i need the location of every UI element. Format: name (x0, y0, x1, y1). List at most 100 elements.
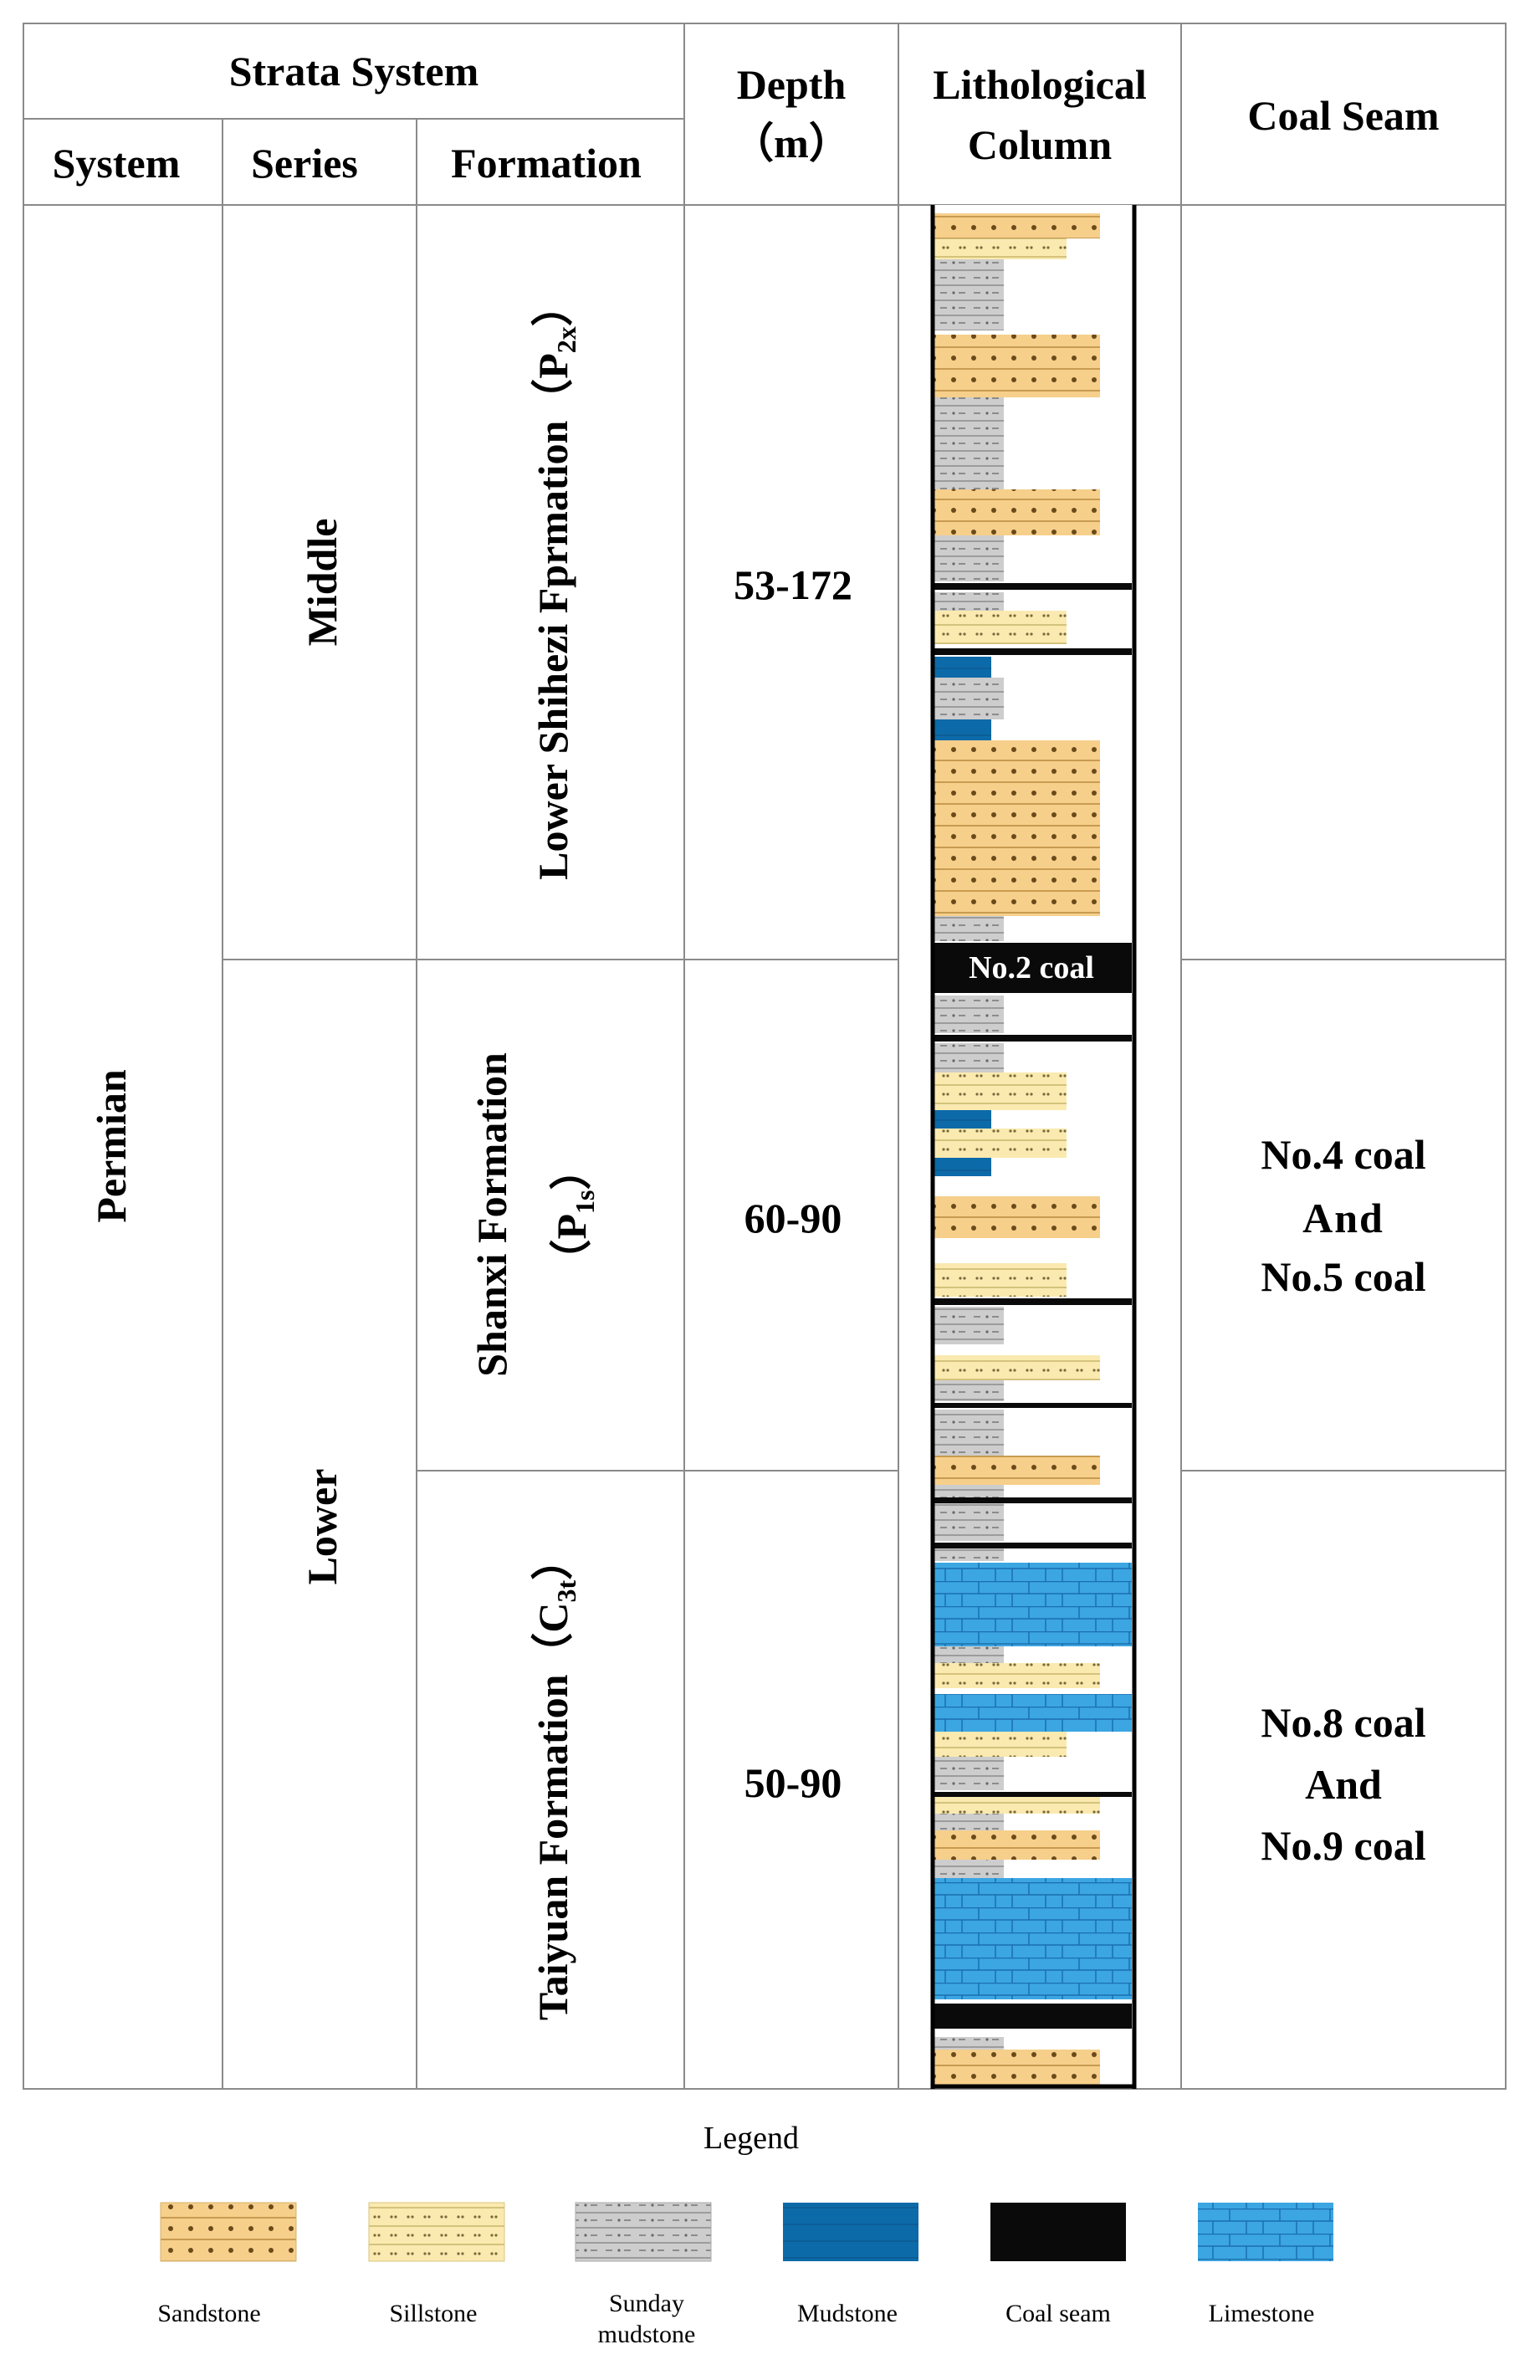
layer-sandy-mudstone (933, 397, 1004, 489)
layer-coal-seam (931, 2004, 1132, 2029)
layer-coal-seam (931, 583, 1132, 590)
header-depth: Depth (737, 61, 847, 108)
lithological-column: No.2 coal (930, 205, 1137, 2089)
layer-sandstone (933, 2050, 1100, 2085)
layer-sandy-mudstone (933, 1860, 1004, 1878)
header-coal-seam: Coal Seam (1247, 92, 1439, 139)
layer-sandy-mudstone (933, 1043, 1004, 1072)
header-strata-system: Strata System (229, 48, 479, 95)
coal-seam-4-5-line1: No.4 coal (1261, 1131, 1425, 1178)
coal-seam-8-9-line3: No.9 coal (1261, 1822, 1425, 1869)
table-border (23, 23, 1507, 2090)
layer-sandy-mudstone (933, 996, 1004, 1033)
layer-sandstone (933, 1830, 1100, 1860)
formation-shanxi: Shanxi Formation (468, 1052, 515, 1377)
layer-coal-seam (931, 1792, 1132, 1797)
layer-coal-seam (931, 1497, 1132, 1503)
layer-siltstone (933, 1797, 1100, 1814)
layer-sandstone (933, 489, 1100, 535)
layer-limestone (933, 1878, 1132, 1999)
header-lithological: Lithological (933, 61, 1147, 108)
header-depth-unit: （m） (732, 120, 851, 166)
header-system: System (53, 140, 181, 187)
layer-mudstone (933, 1110, 991, 1129)
legend-label-coal-seam: Coal seam (1005, 2300, 1111, 2327)
formation-lower-shihezi: Lower Shihezi Fprmation（P2x） (530, 284, 581, 880)
layer-sandy-mudstone (933, 1380, 1004, 1401)
layer-sandy-mudstone (933, 678, 1004, 719)
layer-sandstone (933, 1196, 1100, 1238)
legend-label-sandstone: Sandstone (157, 2300, 260, 2327)
table-header: Strata System System Series Formation De… (53, 48, 1440, 187)
layer-mudstone (933, 1158, 991, 1176)
layer-siltstone (933, 611, 1067, 644)
layer-sandy-mudstone (933, 916, 1004, 941)
legend-swatch-coal-seam (990, 2203, 1126, 2261)
layer-sandy-mudstone (933, 1410, 1004, 1456)
legend-label-mudstone: Mudstone (797, 2300, 898, 2327)
legend: Legend Sandstone Sillstone Sunday mudsto… (157, 2121, 1333, 2348)
coal-seam-values: No.4 coal And No.5 coal No.8 coal And No… (1261, 1131, 1425, 1869)
formation-shanxi-code: （P1s） (548, 1149, 600, 1282)
layer-coal-seam (931, 1403, 1132, 1408)
layer-coal-seam (931, 1035, 1132, 1042)
layer-mudstone (933, 719, 991, 740)
table-grid (23, 23, 1507, 2090)
layer-siltstone (933, 238, 1067, 259)
strata-labels: Permian Middle Lower Lower Shihezi Fprma… (88, 284, 600, 2020)
legend-label-siltstone: Sillstone (389, 2300, 477, 2327)
depth-lower-shihezi: 53-172 (734, 561, 852, 608)
layer-sandstone (933, 335, 1100, 397)
legend-swatch-siltstone (368, 2202, 505, 2262)
layer-mudstone (933, 657, 991, 678)
layer-sandstone (933, 213, 1100, 238)
series-middle: Middle (299, 519, 345, 647)
layer-sandy-mudstone (933, 1503, 1004, 1541)
layer-coal-seam (931, 1543, 1132, 1548)
layer-siltstone (933, 1663, 1100, 1688)
layer-sandy-mudstone (933, 1485, 1004, 1497)
layer-sandy-mudstone (933, 535, 1004, 581)
layer-sandy-mudstone (933, 1307, 1004, 1344)
layer-sandy-mudstone (933, 2037, 1004, 2050)
layer-sandstone (933, 1456, 1100, 1485)
layer-coal-seam (931, 648, 1132, 655)
layer-siltstone (933, 1732, 1067, 1757)
formation-taiyuan: Taiyuan Formation（C3t） (530, 1538, 581, 2020)
legend-title: Legend (703, 2121, 799, 2156)
layer-siltstone (933, 1072, 1067, 1110)
legend-label-sandy-mudstone-1: Sunday (609, 2290, 684, 2317)
layer-siltstone (933, 1355, 1100, 1380)
series-lower: Lower (299, 1469, 345, 1585)
coal-seam-8-9-line1: No.8 coal (1261, 1699, 1425, 1746)
legend-swatch-mudstone (783, 2203, 918, 2261)
layer-limestone (933, 1563, 1132, 1646)
no2-coal-label: No.2 coal (969, 950, 1094, 985)
depth-values: 53-172 60-90 50-90 (734, 561, 852, 1806)
header-formation: Formation (451, 140, 642, 187)
header-series: Series (251, 140, 358, 187)
legend-swatch-sandy-mudstone (575, 2202, 712, 2262)
depth-shanxi: 60-90 (744, 1195, 842, 1241)
layer-sandy-mudstone (933, 1646, 1004, 1663)
legend-swatch-sandstone (160, 2202, 297, 2262)
coal-seam-8-9-and: And (1305, 1761, 1382, 1808)
legend-swatch-limestone (1198, 2203, 1333, 2261)
depth-taiyuan: 50-90 (744, 1759, 842, 1806)
coal-seam-4-5-line3: No.5 coal (1261, 1253, 1425, 1300)
no2-coal-band (931, 943, 1132, 993)
layer-sandstone (933, 740, 1100, 916)
layer-sandy-mudstone (933, 1548, 1004, 1561)
layer-limestone (933, 1694, 1132, 1732)
layer-sandy-mudstone (933, 1757, 1004, 1790)
layer-sandy-mudstone (933, 259, 1004, 330)
layer-siltstone (933, 1129, 1067, 1158)
layer-sandy-mudstone (933, 1814, 1004, 1830)
system-permian: Permian (88, 1069, 135, 1222)
layer-sandy-mudstone (933, 592, 1004, 611)
layer-siltstone (933, 1263, 1067, 1297)
legend-label-limestone: Limestone (1209, 2300, 1315, 2327)
legend-label-sandy-mudstone-2: mudstone (598, 2321, 696, 2348)
coal-seam-4-5-and: And (1302, 1195, 1384, 1241)
